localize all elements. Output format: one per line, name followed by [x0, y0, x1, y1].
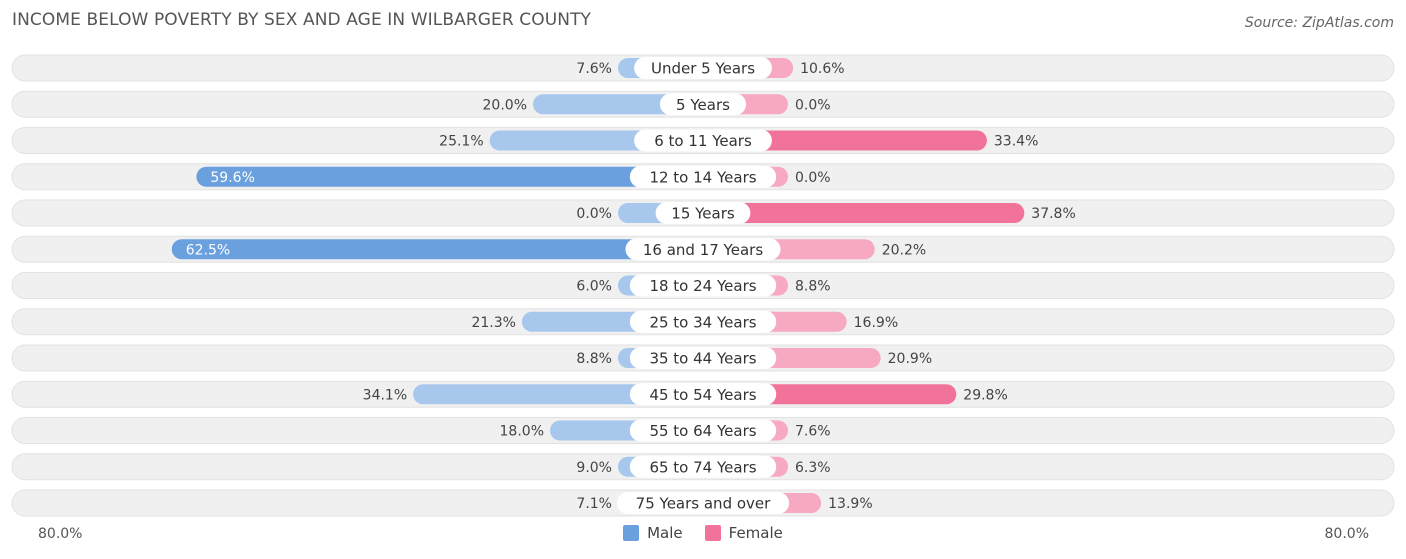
male-bar [533, 94, 703, 115]
male-value-label: 7.1% [576, 496, 612, 512]
male-value-label: 0.0% [576, 206, 612, 222]
category-label: 18 to 24 Years [649, 277, 756, 295]
legend-item-female: Female [704, 524, 783, 542]
female-value-label: 6.3% [795, 460, 831, 476]
female-value-label: 33.4% [994, 134, 1038, 150]
category-label-background [629, 165, 777, 188]
source-credit: Source: ZipAtlas.com [1244, 15, 1394, 31]
male-value-label: 21.3% [471, 315, 515, 331]
category-label: 25 to 34 Years [649, 313, 756, 331]
category-label-background [629, 383, 777, 406]
category-label: 55 to 64 Years [649, 422, 756, 440]
category-label-background [629, 310, 777, 333]
axis-left-label: 80.0% [38, 526, 83, 542]
male-value-label: 62.5% [186, 242, 230, 258]
female-bar [703, 130, 987, 151]
female-swatch-icon [704, 525, 721, 541]
male-swatch-icon [623, 525, 640, 541]
category-label: 15 Years [671, 205, 735, 223]
female-value-label: 0.0% [795, 97, 831, 113]
legend: Male Female [0, 524, 1406, 542]
male-value-label: 34.1% [363, 387, 407, 403]
category-label-background [634, 57, 772, 79]
female-value-label: 0.0% [795, 170, 831, 186]
male-value-label: 6.0% [576, 279, 612, 295]
female-value-label: 20.2% [882, 242, 926, 258]
category-label: 65 to 74 Years [649, 458, 756, 476]
category-label-background [629, 274, 777, 297]
male-bar [196, 166, 703, 187]
category-label: 12 to 14 Years [649, 168, 756, 186]
male-value-label: 59.6% [210, 170, 254, 186]
category-label-background [616, 492, 790, 514]
category-label: 35 to 44 Years [649, 350, 756, 368]
male-bar [413, 384, 703, 405]
female-value-label: 29.8% [963, 387, 1007, 403]
category-label-background [629, 347, 777, 369]
female-value-label: 7.6% [795, 424, 831, 440]
male-value-label: 25.1% [439, 134, 483, 150]
category-label-background [625, 238, 781, 261]
male-bar [171, 239, 703, 260]
female-value-label: 13.9% [828, 496, 872, 512]
category-label: 75 Years and over [636, 495, 771, 513]
legend-item-male: Male [623, 524, 683, 542]
chart-area: 7.6% 10.6% Under 5 Years 20.0% 0.0% 5 Years 25… [11, 54, 1395, 517]
legend-male-label: Male [647, 524, 683, 542]
axis-right-label: 80.0% [1324, 526, 1369, 542]
female-value-label: 16.9% [854, 315, 898, 331]
male-value-label: 18.0% [500, 424, 544, 440]
male-value-label: 20.0% [483, 97, 527, 113]
category-label-background [655, 202, 751, 224]
female-value-label: 10.6% [800, 61, 844, 77]
category-label: Under 5 Years [651, 60, 755, 78]
female-bar [703, 203, 1025, 223]
category-label-background [629, 419, 777, 442]
female-value-label: 20.9% [888, 351, 932, 367]
male-value-label: 7.6% [576, 61, 612, 77]
chart-title: INCOME BELOW POVERTY BY SEX AND AGE IN W… [12, 10, 592, 30]
female-value-label: 8.8% [795, 279, 831, 295]
category-label: 6 to 11 Years [654, 132, 752, 150]
category-label: 45 to 54 Years [649, 386, 756, 404]
male-value-label: 9.0% [576, 460, 612, 476]
category-label-background [659, 93, 747, 116]
male-value-label: 8.8% [576, 351, 612, 367]
category-label: 16 and 17 Years [643, 241, 763, 259]
category-label-background [634, 129, 772, 152]
legend-female-label: Female [728, 524, 783, 542]
category-label: 5 Years [676, 96, 730, 114]
female-value-label: 37.8% [1031, 206, 1075, 222]
category-label-background [629, 455, 777, 478]
